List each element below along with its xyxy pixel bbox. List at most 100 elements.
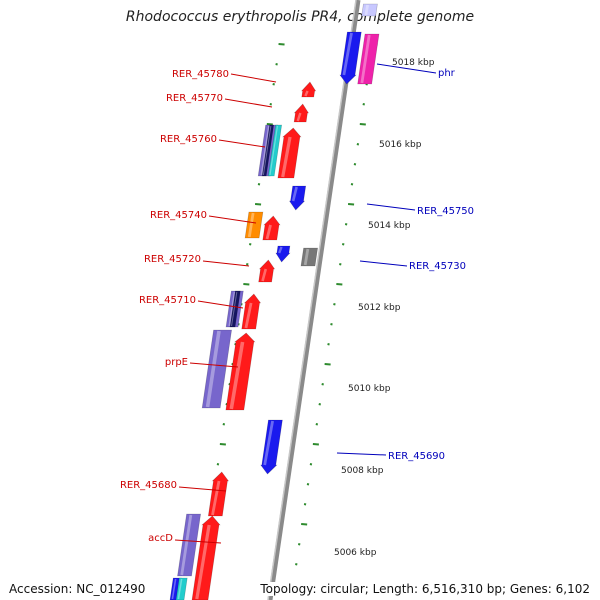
scale-tick xyxy=(347,203,355,206)
scale-tick xyxy=(303,503,307,506)
scale-tick xyxy=(339,263,342,266)
gene-highlight xyxy=(364,4,369,16)
scale-tick xyxy=(336,283,343,286)
scale-label: 5012 kbp xyxy=(358,303,401,313)
scale-tick xyxy=(266,123,273,126)
gene-highlight xyxy=(228,291,237,327)
scale-label: 5006 kbp xyxy=(334,548,377,558)
label-leader xyxy=(376,63,437,74)
gene-highlight xyxy=(303,248,310,266)
topology-text: Topology: circular; Length: 6,516,310 bp… xyxy=(256,582,590,596)
scale-tick xyxy=(275,63,278,66)
gene-feature xyxy=(288,185,307,211)
gene-label-prpe[interactable]: prpE xyxy=(165,357,188,368)
label-leader xyxy=(366,203,416,211)
gene-highlight xyxy=(244,302,253,329)
gene-label-rer-45680[interactable]: RER_45680 xyxy=(120,480,177,491)
gene-highlight xyxy=(261,268,268,282)
gene-feature xyxy=(191,515,221,600)
gene-highlight xyxy=(195,524,211,600)
gene-feature xyxy=(258,259,276,283)
gene-highlight xyxy=(205,330,221,408)
label-leader xyxy=(230,73,277,83)
gene-label-rer-45710[interactable]: RER_45710 xyxy=(139,295,196,306)
right-gene-labels: phr RER_45750 RER_45730 RER_45690 xyxy=(336,63,474,462)
scale-label: 5016 kbp xyxy=(379,140,422,150)
gene-label-rer-45690[interactable]: RER_45690 xyxy=(388,451,445,462)
scale-label: 5010 kbp xyxy=(348,384,391,394)
scale-tick xyxy=(365,83,368,86)
gene-highlight xyxy=(269,125,279,176)
gene-label-rer-45720[interactable]: RER_45720 xyxy=(144,254,201,265)
gene-label-phr[interactable]: phr xyxy=(438,68,456,79)
label-leader xyxy=(224,98,273,108)
gene-feature xyxy=(207,471,230,517)
scale-tick xyxy=(321,383,324,386)
label-leader xyxy=(208,215,257,224)
gene-label-rer-45760[interactable]: RER_45760 xyxy=(160,134,217,145)
gene-feature xyxy=(339,31,362,85)
gene-highlight xyxy=(260,125,271,176)
scale-tick xyxy=(269,103,272,106)
scale-label: 5018 kbp xyxy=(392,58,435,68)
scale-tick xyxy=(333,303,336,306)
label-leader xyxy=(202,260,250,267)
scale-tick xyxy=(327,343,330,346)
scale-tick xyxy=(315,423,319,426)
scale-tick xyxy=(324,363,331,366)
scale-tick xyxy=(318,403,321,406)
label-leader xyxy=(336,452,387,456)
scale-tick xyxy=(248,243,252,246)
gene-label-rer-45780[interactable]: RER_45780 xyxy=(172,69,229,80)
gene-label-rer-45770[interactable]: RER_45770 xyxy=(166,93,223,104)
scale-tick xyxy=(295,563,298,566)
gene-feature xyxy=(357,33,380,85)
gene-highlight xyxy=(291,186,298,202)
gene-highlight xyxy=(211,480,221,516)
gene-feature xyxy=(300,247,318,267)
label-leader xyxy=(189,362,239,368)
map-title: Rhodococcus erythropolis PR4, complete g… xyxy=(125,9,475,25)
gene-highlight xyxy=(296,112,302,122)
gene-feature xyxy=(261,124,275,177)
label-leader xyxy=(178,486,227,492)
scale-tick xyxy=(353,163,357,166)
scale-tick xyxy=(272,83,275,86)
scale-tick xyxy=(216,463,220,466)
label-leader xyxy=(359,260,408,267)
label-leader xyxy=(218,139,266,148)
gene-highlight xyxy=(304,90,309,97)
scale-tick xyxy=(222,423,226,426)
scale-tick xyxy=(278,43,285,46)
scale-tick xyxy=(330,323,333,326)
scale-tick xyxy=(243,283,250,286)
gene-feature xyxy=(277,127,302,179)
gene-highlight xyxy=(247,212,255,238)
scale-tick xyxy=(312,443,319,446)
scale-labels: 5018 kbp 5016 kbp 5014 kbp 5012 kbp 5010… xyxy=(334,58,435,558)
gene-highlight xyxy=(180,514,193,576)
gene-highlight xyxy=(342,32,353,76)
tick-layer xyxy=(199,43,378,586)
scale-tick xyxy=(301,523,308,526)
gene-highlight xyxy=(229,341,245,410)
gene-feature xyxy=(293,103,309,123)
left-gene-labels: RER_45780 RER_45770 RER_45760 RER_45740 … xyxy=(120,69,277,544)
genome-axis xyxy=(267,0,361,600)
gene-feature xyxy=(201,329,232,409)
gene-label-accd[interactable]: accD xyxy=(148,533,173,544)
gene-feature xyxy=(260,419,283,475)
gene-label-rer-45750[interactable]: RER_45750 xyxy=(417,206,474,217)
gene-feature xyxy=(300,81,317,98)
gene-label-rer-45730[interactable]: RER_45730 xyxy=(409,261,466,272)
gene-feature xyxy=(175,577,188,600)
scale-tick xyxy=(306,483,310,486)
scale-tick xyxy=(309,463,313,466)
gene-highlight xyxy=(360,34,371,84)
scale-tick xyxy=(257,183,261,186)
gene-highlight xyxy=(281,136,292,178)
gene-label-rer-45740[interactable]: RER_45740 xyxy=(150,210,207,221)
gene-feature xyxy=(177,513,201,577)
scale-tick xyxy=(356,143,360,146)
scale-tick xyxy=(362,103,365,106)
